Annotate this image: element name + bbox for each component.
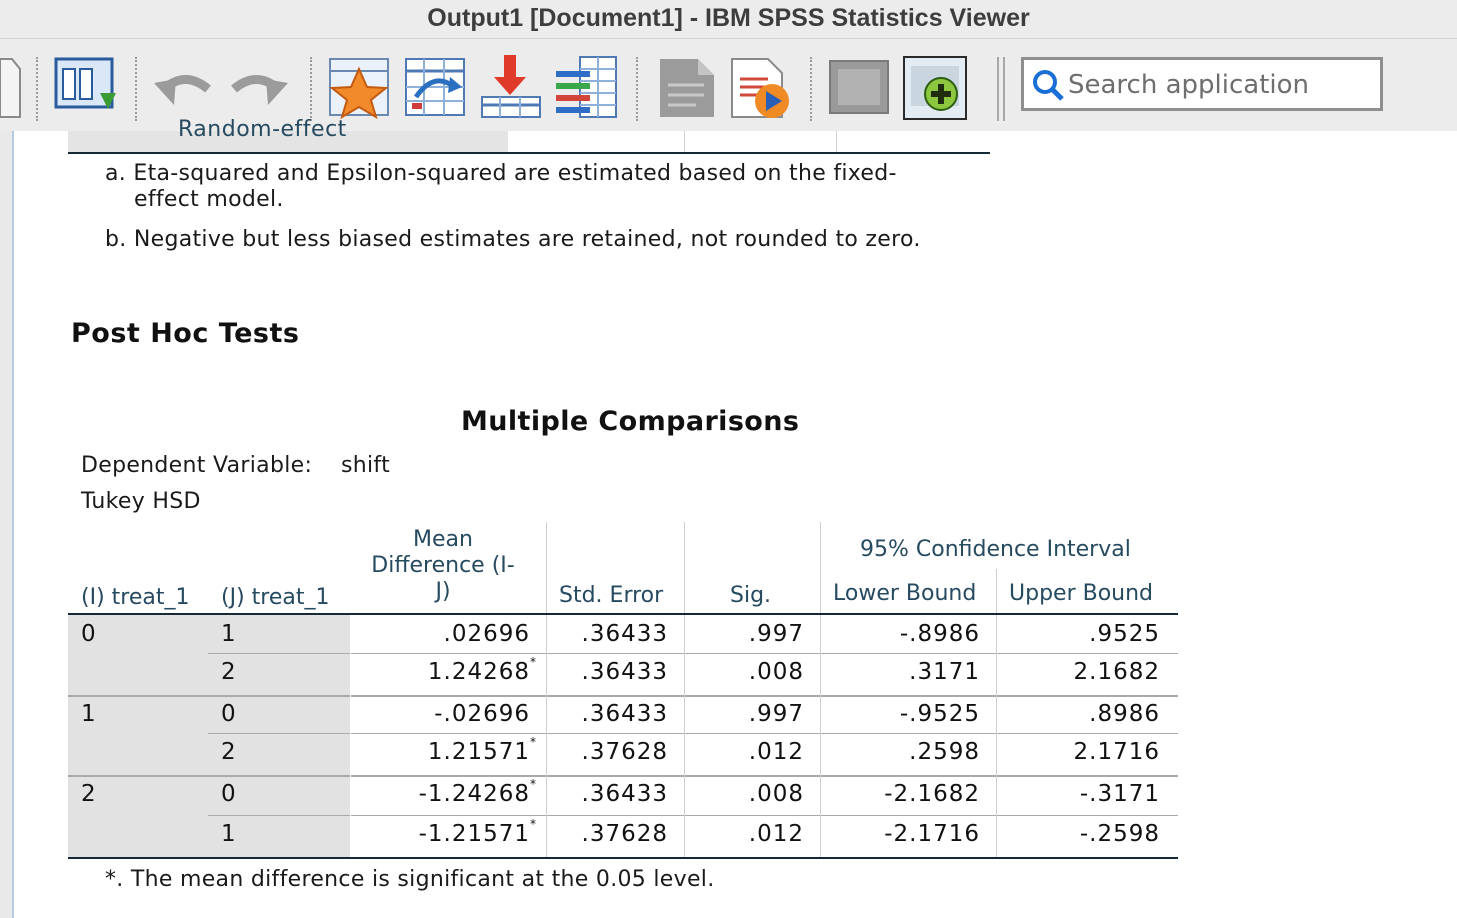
cell-md: .02696 (443, 621, 530, 647)
cell-se: .37628 (581, 739, 668, 765)
undo-icon[interactable] (154, 69, 214, 109)
window-title: Output1 [Document1] - IBM SPSS Statistic… (0, 0, 1457, 38)
col-header-i: (I) treat_1 (81, 585, 190, 610)
row-label-j: 2 (221, 659, 237, 685)
cell-lb: -2.1716 (884, 821, 980, 847)
add-icon[interactable] (903, 56, 967, 120)
cell-ub: 2.1682 (1073, 659, 1160, 685)
variables-list-icon[interactable] (554, 55, 620, 119)
row-label-j: 1 (221, 821, 237, 847)
col-header-ci: 95% Confidence Interval (860, 537, 1131, 562)
cell-lb: -.9525 (899, 701, 980, 727)
prev-table-shaded (68, 131, 508, 152)
significance-marker: * (530, 817, 537, 831)
cell-se: .36433 (581, 781, 668, 807)
cell-lb: -2.1682 (884, 781, 980, 807)
section-heading[interactable]: Post Hoc Tests (71, 318, 300, 349)
search-icon (1033, 70, 1064, 101)
table-footnote: *. The mean difference is significant at… (105, 867, 715, 892)
col-header-mean-3: J) (435, 579, 451, 604)
go-to-data-icon[interactable] (404, 57, 468, 119)
prev-table-rowlabel: Random-effect (178, 117, 347, 142)
method-label: Tukey HSD (81, 489, 201, 514)
image-icon[interactable] (828, 59, 890, 117)
prev-footnote-a-cont: effect model. (134, 187, 284, 212)
row-label-shade (68, 615, 350, 859)
row-label-j: 0 (221, 781, 237, 807)
row-label-j: 0 (221, 701, 237, 727)
dependent-variable-value: shift (341, 453, 391, 478)
cell-sig: .008 (748, 659, 804, 685)
significance-marker: * (530, 735, 537, 749)
cell-ub: 2.1716 (1073, 739, 1160, 765)
row-label-i: 1 (81, 701, 97, 727)
col-header-std-error: Std. Error (559, 583, 664, 608)
row-label-j: 2 (221, 739, 237, 765)
col-header-j: (J) treat_1 (221, 585, 330, 610)
row-label-i: 2 (81, 781, 97, 807)
designate-window-icon[interactable] (54, 57, 118, 117)
cell-md: 1.21571* (427, 735, 537, 765)
cell-sig: .012 (748, 821, 804, 847)
cell-lb: .3171 (909, 659, 980, 685)
outline-pane[interactable] (0, 131, 12, 918)
cell-ub: -.3171 (1079, 781, 1160, 807)
cell-md: -1.21571* (418, 817, 537, 847)
cell-md: -1.24268* (418, 777, 537, 807)
table-title: Multiple Comparisons (461, 406, 800, 437)
toolbar: Search application (0, 38, 1457, 132)
cell-se: .36433 (581, 701, 668, 727)
insert-variable-icon[interactable] (480, 53, 544, 119)
search-input[interactable]: Search application (1068, 70, 1310, 100)
dependent-variable-label: Dependent Variable: (81, 453, 313, 478)
cell-se: .36433 (581, 621, 668, 647)
search-field[interactable]: Search application (1021, 57, 1383, 111)
cell-se: .37628 (581, 821, 668, 847)
cell-ub: -.2598 (1079, 821, 1160, 847)
cell-sig: .012 (748, 739, 804, 765)
cell-se: .36433 (581, 659, 668, 685)
run-script-icon[interactable] (728, 57, 794, 121)
col-header-upper: Upper Bound (1009, 581, 1154, 606)
significance-marker: * (530, 655, 537, 669)
multiple-comparisons-table[interactable]: (I) treat_1 (J) treat_1 Mean Difference … (14, 131, 1214, 911)
cell-md: -.02696 (434, 701, 530, 727)
col-header-mean-1: Mean (413, 527, 473, 552)
output-content: Random-effect a. Eta-squared and Epsilon… (12, 117, 1457, 918)
cell-ub: .9525 (1089, 621, 1160, 647)
cell-sig: .997 (748, 621, 804, 647)
open-document-icon[interactable] (0, 55, 22, 119)
cell-sig: .997 (748, 701, 804, 727)
output-document-icon[interactable] (656, 57, 718, 119)
col-header-mean-2: Difference (I- (371, 553, 515, 578)
cell-lb: -.8986 (899, 621, 980, 647)
cell-md: 1.24268* (427, 655, 537, 685)
cell-sig: .008 (748, 781, 804, 807)
row-label-j: 1 (221, 621, 237, 647)
significance-marker: * (530, 777, 537, 791)
col-header-sig: Sig. (730, 583, 772, 608)
redo-icon[interactable] (228, 69, 288, 109)
cell-lb: .2598 (909, 739, 980, 765)
favorites-star-icon[interactable] (328, 57, 392, 120)
prev-footnote-a: a. Eta-squared and Epsilon-squared are e… (105, 161, 897, 186)
col-header-lower: Lower Bound (833, 581, 977, 606)
cell-ub: .8986 (1089, 701, 1160, 727)
prev-footnote-b: b. Negative but less biased estimates ar… (105, 227, 921, 252)
prev-table-bottom-rule (68, 152, 990, 154)
row-label-i: 0 (81, 621, 97, 647)
